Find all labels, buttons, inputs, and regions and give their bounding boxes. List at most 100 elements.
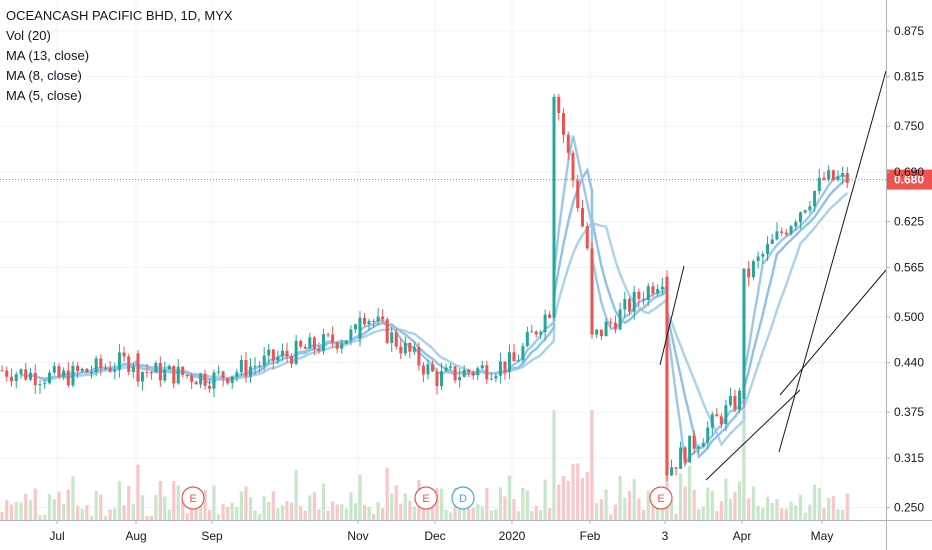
volume-bar bbox=[66, 489, 70, 520]
legend-vol: Vol (20) bbox=[6, 28, 51, 43]
candle-body bbox=[476, 368, 480, 376]
event-letter: E bbox=[422, 493, 429, 505]
candle-body bbox=[239, 360, 243, 373]
candle-body bbox=[85, 368, 89, 373]
volume-bar bbox=[489, 510, 493, 520]
candle-body bbox=[489, 378, 493, 380]
candles bbox=[0, 93, 849, 482]
current-price-label: 0.680 bbox=[894, 173, 924, 187]
volume-bar bbox=[765, 496, 770, 520]
candle-body bbox=[552, 309, 556, 318]
candle-body bbox=[71, 365, 75, 386]
candle-body bbox=[421, 365, 425, 375]
candle-body bbox=[66, 370, 70, 386]
volume-bar bbox=[158, 481, 162, 520]
candle-body bbox=[94, 358, 98, 373]
volume-bar bbox=[403, 493, 407, 520]
volume-bar bbox=[710, 491, 714, 520]
candle-body bbox=[412, 347, 416, 352]
candle-body bbox=[271, 349, 275, 361]
candle-body bbox=[235, 372, 239, 377]
candle-body bbox=[498, 361, 502, 376]
candle-body bbox=[562, 112, 565, 135]
trendline[interactable] bbox=[779, 269, 887, 396]
candle-body bbox=[353, 324, 357, 330]
volume-bar bbox=[367, 506, 371, 520]
volume-bar bbox=[362, 504, 367, 520]
candle-body bbox=[836, 176, 840, 180]
volume-bar bbox=[136, 464, 140, 520]
volume-bar bbox=[113, 508, 117, 520]
volume-bar bbox=[207, 509, 212, 520]
candle-body bbox=[131, 366, 135, 372]
current-price-badge bbox=[886, 169, 932, 190]
candle-body bbox=[48, 372, 51, 384]
volume-bar bbox=[181, 500, 185, 520]
volume-bar bbox=[715, 511, 719, 520]
candle-body bbox=[38, 384, 42, 386]
volume-bar bbox=[185, 513, 189, 520]
volume-bar bbox=[733, 491, 737, 520]
candle-body bbox=[444, 367, 448, 372]
volume-bar bbox=[604, 489, 608, 520]
candle-body bbox=[521, 346, 525, 361]
volume-bar bbox=[552, 410, 556, 520]
candle-body bbox=[813, 191, 817, 207]
earnings-marker[interactable]: E bbox=[414, 486, 438, 510]
trendline[interactable] bbox=[659, 265, 685, 366]
candle-body bbox=[226, 378, 230, 384]
volume-bar bbox=[585, 472, 589, 520]
candle-body bbox=[426, 364, 430, 375]
candle-body bbox=[19, 369, 23, 375]
trendline[interactable] bbox=[705, 389, 801, 481]
volume-bar bbox=[471, 508, 475, 520]
candle-body bbox=[181, 366, 185, 375]
volume-bar bbox=[276, 508, 280, 520]
volume-bar bbox=[803, 512, 807, 520]
candle-body bbox=[794, 222, 798, 227]
candle-body bbox=[719, 416, 723, 425]
volume-bar bbox=[271, 491, 275, 520]
volume-bar bbox=[321, 483, 326, 520]
candle-body bbox=[33, 372, 37, 386]
dividend-marker[interactable]: D bbox=[451, 486, 475, 510]
candle-body bbox=[534, 331, 538, 335]
candle-body bbox=[403, 342, 407, 354]
volume-bar bbox=[285, 500, 289, 520]
volume-bar bbox=[516, 511, 521, 520]
candle-body bbox=[715, 414, 719, 417]
candle-body bbox=[751, 261, 755, 278]
volume-bar bbox=[742, 410, 746, 520]
volume-bar bbox=[530, 511, 534, 520]
candle-body bbox=[674, 467, 678, 469]
volume-bar bbox=[19, 502, 23, 520]
volume-bar bbox=[780, 508, 784, 520]
candle-body bbox=[303, 346, 307, 349]
volume-bar bbox=[539, 510, 543, 520]
earnings-marker[interactable]: E bbox=[649, 486, 673, 510]
trendline[interactable] bbox=[778, 70, 887, 453]
candle-body bbox=[358, 317, 362, 339]
volume-bar bbox=[122, 504, 126, 520]
volume-bar bbox=[728, 499, 733, 520]
volume-bar bbox=[543, 479, 547, 520]
candle-body bbox=[688, 435, 692, 463]
candle-body bbox=[808, 206, 812, 211]
candle-body bbox=[756, 256, 760, 262]
candle-body bbox=[308, 337, 312, 349]
volume-bar bbox=[28, 500, 33, 520]
volume-bar bbox=[47, 494, 52, 520]
candle-body bbox=[494, 375, 498, 379]
volume-bar bbox=[262, 496, 266, 520]
candle-body bbox=[99, 358, 103, 368]
candle-body bbox=[845, 172, 849, 183]
volume-bar bbox=[561, 475, 566, 520]
candle-body bbox=[76, 365, 80, 372]
candle-body bbox=[706, 427, 710, 443]
candle-body bbox=[710, 414, 714, 428]
volume-bar bbox=[14, 501, 18, 520]
volume-bar bbox=[525, 490, 529, 520]
earnings-marker[interactable]: E bbox=[181, 486, 205, 510]
